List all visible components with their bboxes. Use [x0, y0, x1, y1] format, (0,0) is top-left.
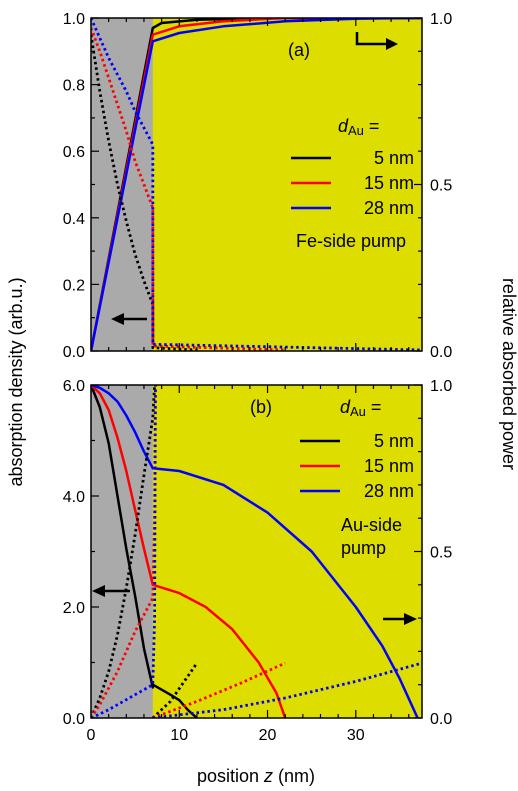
y-axis-label-left: absorption density (arb.u.): [6, 277, 26, 486]
y-tick-label-right: 1.0: [430, 11, 452, 28]
legend-b-label-5nm: 5 nm: [374, 431, 414, 451]
panel-a-left-axis-arrow: [111, 313, 147, 325]
series-b-d5-cumulative_right-6: [151, 662, 199, 718]
panel-b-annotation-line1: Au-side: [341, 515, 402, 535]
panel-a: 0.0 0.2 0.4 0.6 0.8 1.0 0.0 0.5 1.0 (a) dAu = 5 …: [63, 11, 453, 361]
panel-a-ticks: 0.0 0.2 0.4 0.6 0.8 1.0 0.0 0.5 1.0: [63, 11, 453, 361]
y-tick-label-left: 6.0: [63, 378, 85, 395]
y-tick-label-left: 0.6: [63, 144, 85, 161]
y-tick-label-right: 1.0: [430, 378, 452, 395]
y-tick-label-right: 0.5: [430, 178, 452, 195]
y-tick-label-left: 2.0: [63, 600, 85, 617]
y-tick-label-right: 0.0: [430, 711, 452, 728]
y-tick-label-left: 0.0: [63, 344, 85, 361]
legend-b: 5 nm 15 nm 28 nm: [300, 431, 414, 501]
y-tick-label-left: 0.2: [63, 277, 85, 294]
x-tick-label: 20: [259, 727, 277, 744]
panel-b-annotation-line2: pump: [341, 538, 386, 558]
y-tick-label-left: 0.4: [63, 211, 85, 228]
x-tick-label: 0: [87, 727, 96, 744]
y-tick-label-left: 4.0: [63, 489, 85, 506]
legend-a-label-28nm: 28 nm: [364, 198, 414, 218]
panel-b-label: (b): [250, 397, 272, 417]
series-b-d15-cumulative_right-7: [152, 661, 286, 718]
y-tick-label-right: 0.5: [430, 545, 452, 562]
x-axis-label: position z (nm): [197, 766, 315, 786]
legend-b-label-28nm: 28 nm: [364, 481, 414, 501]
panel-a-annotation: Fe-side pump: [296, 231, 406, 251]
panel-b-series: [91, 385, 422, 718]
y-tick-label-left: 0.0: [63, 711, 85, 728]
panel-b-fe-region: [91, 385, 153, 718]
y-axis-label-right: relative absorbed power: [499, 278, 518, 470]
x-tick-label: 10: [170, 727, 188, 744]
panel-b-right-axis-arrow: [383, 613, 417, 625]
legend-a-label-5nm: 5 nm: [374, 148, 414, 168]
panel-b-ticks: 0 10 20 30 0.0 2.0 4.0 6.0 0.0 0.5 1.0: [63, 378, 453, 744]
y-tick-label-left: 1.0: [63, 11, 85, 28]
legend-title-a: dAu =: [338, 116, 379, 138]
legend-a: 5 nm 15 nm 28 nm: [291, 148, 414, 218]
panel-b: 0 10 20 30 0.0 2.0 4.0 6.0 0.0 0.5 1.0 (b) dAu = 5…: [63, 378, 453, 744]
series-b-d15-density_left-1: [91, 385, 287, 718]
series-b-d28-cumulative_right-8: [152, 661, 422, 718]
panel-a-label: (a): [288, 40, 310, 60]
panel-a-right-axis-arrow: [355, 32, 398, 50]
legend-b-label-15nm: 15 nm: [364, 456, 414, 476]
legend-a-label-15nm: 15 nm: [364, 173, 414, 193]
panel-b-left-axis-arrow: [92, 585, 130, 597]
y-tick-label-right: 0.0: [430, 344, 452, 361]
y-tick-label-left: 0.8: [63, 78, 85, 95]
series-b-d28-density_left-2: [91, 385, 419, 718]
series-b-d5-density_left-0: [91, 385, 198, 718]
series-b-d28-cumulative_right-5: [91, 385, 157, 718]
series-a-d15-density_left-4: [91, 27, 286, 351]
legend-title-b: dAu =: [340, 397, 381, 419]
x-tick-label: 30: [347, 727, 365, 744]
